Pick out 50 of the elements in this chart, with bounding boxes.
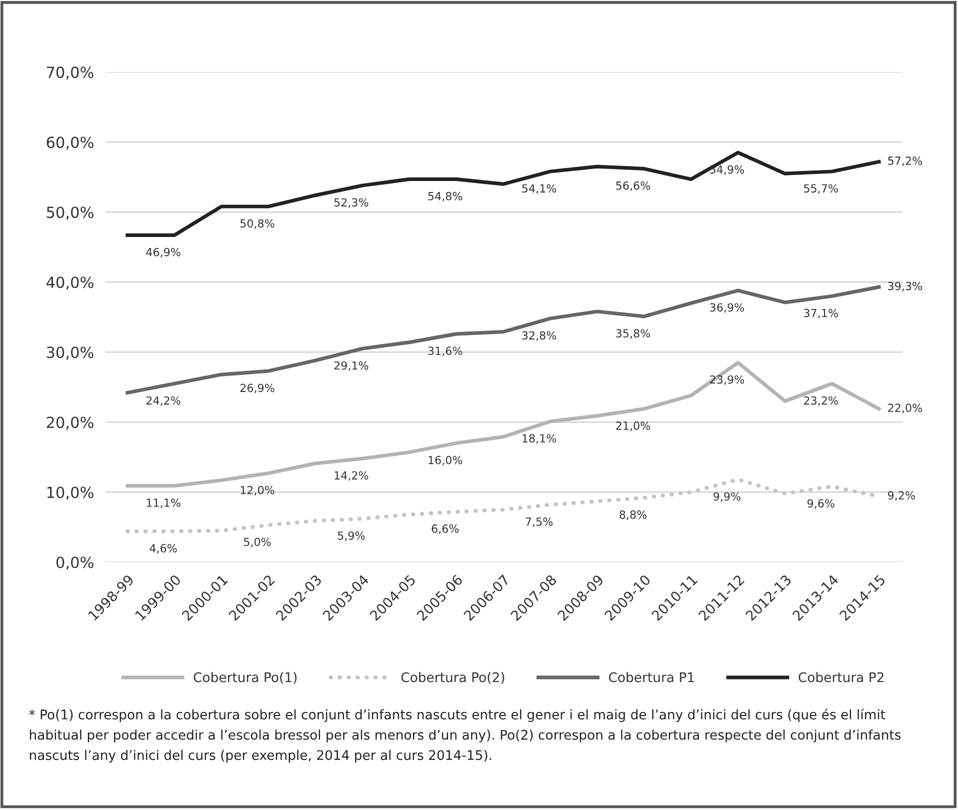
legend-label: Cobertura Po(1) [194, 672, 297, 684]
y-tick-label: 60,0% [46, 136, 94, 150]
annotation: 22,0% [888, 404, 922, 414]
annotation: 54,1% [522, 184, 556, 194]
annotation: 39,3% [888, 282, 922, 292]
annotation: 36,9% [710, 303, 744, 313]
annotation: 32,8% [522, 331, 556, 341]
annotation: 5,9% [338, 531, 365, 541]
annotation: 55,7% [804, 184, 838, 194]
y-tick-label: 30,0% [46, 346, 94, 360]
line-series [126, 150, 881, 238]
annotation: 9,6% [807, 499, 834, 509]
text: * Po(1) correspon a la cobertura sobre el conjunt d’infants nascuts entre el gener i el maig de l’any d’inici del curs (que és el límit habitual per poder accedir a l’escola bressol per als menors d’un any). Po(2) correspon a la cobertura respecte del conjunt d’infants nascuts l’any d’inici del curs (per exemple, 2014 per al curs 2014-15). [29, 708, 901, 763]
annotation: 9,9% [714, 492, 740, 502]
annotation: 9,2% [888, 491, 915, 501]
annotation: 14,2% [334, 471, 368, 481]
y-tick-label: 10,0% [47, 486, 94, 500]
annotation: 52,3% [334, 198, 368, 208]
annotation: 54,8% [428, 192, 462, 202]
annotation: 26,9% [240, 384, 274, 394]
y-tick-label: 0,0% [56, 556, 94, 570]
annotation: 4,6% [150, 544, 177, 554]
annotation: 21,0% [616, 422, 650, 432]
annotation: 12,0% [240, 486, 274, 496]
y-tick-label: 50,0% [46, 206, 94, 220]
annotation: 23,2% [804, 396, 838, 406]
annotation: 24,2% [146, 396, 180, 406]
annotation: 6,6% [432, 524, 459, 534]
annotation: 29,1% [334, 361, 368, 371]
y-tick-label: 40,0% [46, 276, 94, 290]
annotation: 50,8% [240, 219, 274, 229]
annotation: 37,1% [804, 308, 838, 318]
legend-label: Cobertura P1 [608, 672, 694, 682]
annotation: 7,5% [526, 517, 553, 527]
annotation: 46,9% [146, 248, 180, 258]
annotation: 18,1% [522, 434, 556, 444]
annotation: 56,6% [616, 181, 650, 191]
legend-label: Cobertura Po(2) [401, 672, 504, 684]
annotation: 35,8% [616, 329, 650, 339]
annotation: 31,6% [428, 346, 462, 356]
line-series [126, 285, 881, 395]
annotation: 57,2% [888, 156, 922, 166]
annotation: 23,9% [710, 375, 744, 385]
annotation: 16,0% [428, 456, 462, 466]
annotation: 5,0% [244, 538, 271, 548]
legend-label: Cobertura P2 [798, 672, 884, 682]
y-tick-label: 70,0% [46, 66, 94, 80]
annotation: 8,8% [620, 510, 646, 520]
annotation: 11,1% [146, 498, 180, 508]
y-tick-label: 20,0% [46, 416, 94, 430]
